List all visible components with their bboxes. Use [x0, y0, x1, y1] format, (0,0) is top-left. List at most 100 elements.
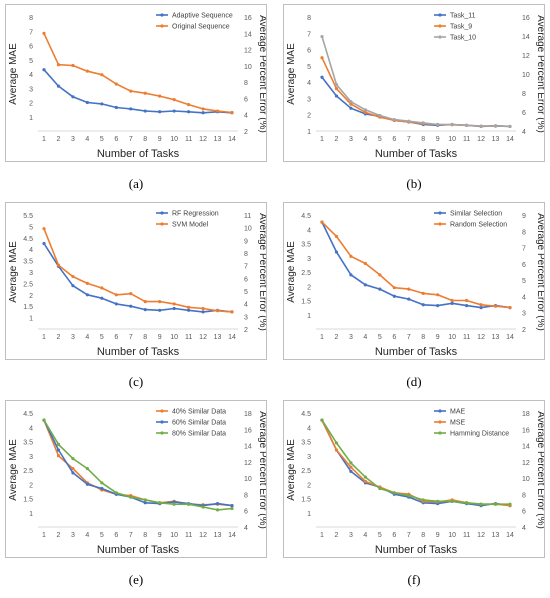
- y2-tick-label: 16: [522, 427, 530, 434]
- data-point: [349, 106, 353, 110]
- y-tick-label: 4: [307, 80, 311, 87]
- data-point: [56, 448, 61, 452]
- x-tick-label: 13: [214, 532, 222, 539]
- x-tick-label: 2: [335, 532, 339, 539]
- data-point: [187, 305, 191, 309]
- y2-tick-label: 6: [522, 262, 526, 269]
- data-point: [100, 102, 104, 106]
- data-point: [493, 124, 498, 128]
- data-point: [143, 498, 147, 502]
- data-point: [215, 508, 220, 512]
- x-tick-label: 3: [71, 334, 75, 341]
- data-point: [172, 500, 176, 504]
- y2-tick-label: 8: [522, 229, 526, 236]
- data-point: [334, 87, 339, 91]
- chart-panel-5: 1 1.5 2 2.5 3 3.5 4 4.5 4 6 8 10 12 14 16 18 1 2 3 4 5 6 7 8 9 10…: [5, 400, 267, 558]
- data-point: [334, 94, 339, 98]
- data-point: [201, 310, 205, 314]
- x-tick-label: 8: [421, 532, 425, 539]
- data-point: [421, 121, 425, 125]
- y2-tick-label: 9: [522, 213, 526, 220]
- legend-entry: Original Sequence: [172, 24, 230, 31]
- data-point: [363, 108, 367, 112]
- x-tick-label: 5: [100, 532, 104, 539]
- y2-tick-label: 4: [522, 525, 526, 532]
- data-point: [392, 491, 396, 495]
- y-tick-label: 4.5: [23, 411, 33, 418]
- data-point: [158, 300, 162, 304]
- x-tick-label: 5: [100, 334, 104, 341]
- data-point: [71, 95, 75, 99]
- data-point: [85, 281, 89, 285]
- x-axis-title: Number of Tasks: [375, 544, 458, 556]
- y2-tick-label: 8: [244, 492, 248, 499]
- data-point: [421, 303, 425, 307]
- y-tick-label: 5.5: [23, 213, 33, 220]
- y-tick-label: 1.5: [301, 497, 311, 504]
- data-point: [201, 111, 205, 115]
- data-point: [201, 107, 205, 111]
- data-point: [508, 306, 512, 310]
- y2-tick-label: 10: [244, 64, 252, 71]
- y2-tick-label: 6: [522, 110, 526, 117]
- data-point: [363, 479, 367, 483]
- y2-tick-label: 6: [244, 509, 248, 516]
- x-tick-label: 10: [448, 334, 456, 341]
- series-line: [43, 33, 233, 114]
- data-point: [230, 506, 234, 511]
- series-line: [43, 419, 233, 511]
- data-point: [378, 113, 382, 118]
- x-tick-label: 10: [170, 532, 178, 539]
- y-tick-label: 8: [307, 15, 311, 22]
- data-point: [436, 293, 440, 297]
- series-line: [43, 69, 233, 114]
- x-tick-label: 11: [463, 532, 470, 539]
- y2-tick-label: 4: [244, 113, 248, 120]
- y2-tick-label: 10: [244, 476, 252, 483]
- y2-tick-label: 4: [522, 129, 526, 136]
- x-tick-label: 4: [363, 334, 367, 341]
- y2-axis-title: Average Percent Error (%): [257, 15, 266, 133]
- data-point: [56, 84, 61, 88]
- data-point: [129, 89, 133, 93]
- x-tick-label: 13: [492, 334, 500, 341]
- chart-panel-2: 1 2 3 4 5 6 7 8 4 6 8 10 12 14 16 1 2 3 4 5 6 7 8 9 10 11 12 13 14 Ta…: [283, 4, 545, 162]
- y-tick-label: 2: [29, 101, 33, 108]
- y-tick-label: 3.5: [23, 259, 33, 266]
- series-line: [43, 228, 233, 313]
- data-point: [230, 310, 234, 314]
- x-tick-label: 11: [185, 334, 192, 341]
- x-tick-label: 3: [349, 334, 353, 341]
- y-tick-label: 1: [29, 115, 33, 122]
- data-point: [158, 308, 162, 312]
- y-tick-label: 3: [29, 86, 33, 93]
- y2-tick-label: 5: [522, 278, 526, 285]
- legend-entry: Task_10: [450, 35, 476, 42]
- legend-marker: [160, 24, 164, 28]
- x-tick-label: 11: [463, 334, 470, 341]
- y-tick-label: 4: [29, 425, 33, 432]
- data-point: [436, 122, 440, 127]
- y2-axis-title: Average Percent Error (%): [535, 213, 544, 331]
- y2-tick-label: 11: [244, 213, 251, 220]
- data-point: [407, 119, 411, 123]
- data-point: [363, 283, 367, 287]
- x-tick-label: 11: [463, 136, 470, 143]
- x-tick-label: 1: [42, 136, 46, 143]
- x-tick-label: 8: [421, 136, 425, 143]
- series-line: [321, 57, 511, 128]
- data-point: [56, 263, 61, 267]
- data-point: [450, 499, 454, 503]
- x-tick-label: 7: [407, 334, 411, 341]
- data-point: [479, 124, 483, 128]
- x-tick-label: 5: [378, 334, 382, 341]
- x-tick-label: 14: [228, 136, 236, 143]
- legend-marker: [438, 35, 442, 39]
- data-point: [42, 227, 46, 231]
- data-point: [334, 82, 339, 87]
- data-point: [143, 91, 147, 95]
- data-point: [436, 304, 440, 308]
- data-point: [392, 294, 396, 298]
- data-point: [71, 274, 75, 279]
